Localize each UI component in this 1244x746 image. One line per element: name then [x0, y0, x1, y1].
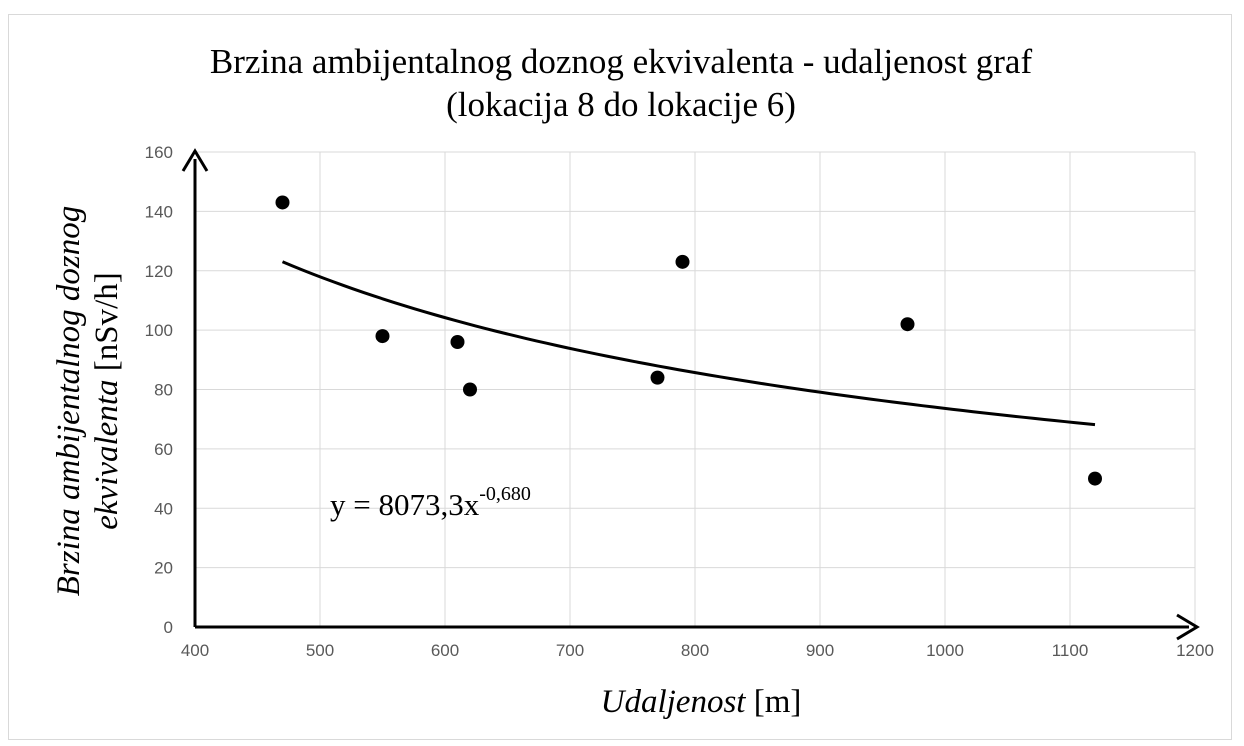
y-tick-labels: 0 20 40 60 80 100 120 140 160	[145, 143, 173, 637]
x-axis-title-unit: [m]	[745, 684, 801, 720]
equation-base: y = 8073,3x	[330, 487, 480, 522]
x-tick-label-900: 900	[806, 641, 834, 660]
x-tick-label-400: 400	[181, 641, 209, 660]
scatter-chart: Brzina ambijentalnog doznog ekvivalenta …	[51, 42, 1214, 720]
data-point-2	[375, 329, 390, 344]
x-tick-label-800: 800	[681, 641, 709, 660]
x-tick-label-1000: 1000	[926, 641, 964, 660]
axes	[181, 148, 1200, 641]
x-tick-label-1100: 1100	[1052, 641, 1089, 660]
data-point-7	[900, 317, 915, 332]
y-tick-label-80: 80	[154, 381, 173, 400]
y-axis-title-line-2-text: ekvivalenta	[89, 380, 125, 530]
x-tick-label-500: 500	[306, 641, 334, 660]
y-tick-label-120: 120	[145, 262, 173, 281]
data-points	[275, 195, 1102, 486]
y-tick-label-60: 60	[154, 440, 173, 459]
chart-frame: Brzina ambijentalnog doznog ekvivalenta …	[8, 14, 1232, 740]
y-tick-label-160: 160	[145, 143, 173, 162]
data-point-5	[650, 370, 665, 385]
data-point-8	[1088, 471, 1102, 486]
power-trendline	[281, 260, 1096, 427]
x-tick-labels: 400 500 600 700 800 900 1000 1100 1200	[181, 641, 1214, 660]
x-axis-title-text: Udaljenost	[601, 684, 747, 720]
equation-exponent: -0,680	[479, 483, 531, 505]
data-point-4	[463, 382, 477, 397]
x-axis-arrow-icon	[1176, 613, 1200, 641]
y-axis-title-line-2-unit: [nSv/h]	[89, 272, 125, 379]
chart-title-line-2: (lokacija 8 do lokacije 6)	[446, 85, 796, 124]
x-tick-label-700: 700	[556, 641, 584, 660]
y-axis-title-line-1: Brzina ambijentalnog doznog	[51, 206, 87, 597]
y-axis-arrow-icon	[181, 148, 209, 172]
y-axis-title: Brzina ambijentalnog doznog ekvivalenta …	[51, 206, 125, 597]
y-axis-title-line-2: ekvivalenta [nSv/h]	[89, 272, 125, 530]
x-tick-label-1200: 1200	[1176, 641, 1214, 660]
y-tick-label-140: 140	[145, 202, 173, 221]
y-tick-label-40: 40	[154, 499, 173, 518]
y-tick-label-100: 100	[145, 321, 173, 340]
x-axis-title: Udaljenost [m]	[601, 684, 802, 720]
y-tick-label-20: 20	[154, 559, 173, 578]
data-point-6	[675, 254, 690, 269]
trendline-equation: y = 8073,3x-0,680	[330, 483, 531, 522]
y-tick-label-0: 0	[164, 618, 173, 637]
data-point-3	[450, 335, 465, 349]
gridlines	[195, 151, 1196, 627]
chart-title-line-1: Brzina ambijentalnog doznog ekvivalenta …	[210, 42, 1033, 81]
x-tick-label-600: 600	[431, 641, 459, 660]
data-point-1	[275, 195, 290, 210]
